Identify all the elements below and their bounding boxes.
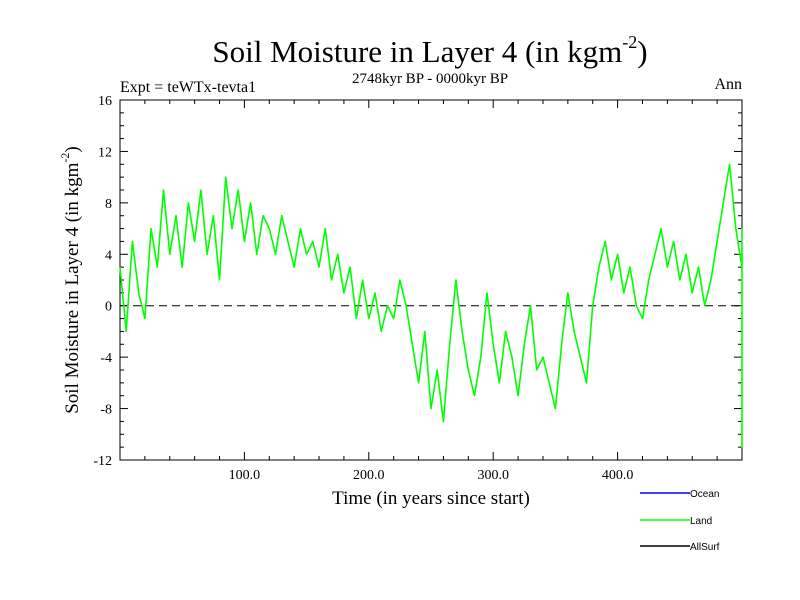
- plot-area: -12 -8 -4 0 4 8 12 16 100.0 200.0 300.0 400.0: [93, 94, 743, 483]
- legend-item-ocean: Ocean: [640, 489, 719, 500]
- x-tick-label: 200.0: [353, 468, 385, 483]
- y-tick-label: -8: [100, 403, 112, 418]
- y-tick-label: 12: [98, 145, 112, 160]
- series-line-land: [119, 163, 743, 448]
- season-label: Ann: [714, 76, 742, 93]
- x-tick-labels: 100.0 200.0 300.0 400.0: [229, 468, 634, 483]
- y-axis-label-superscript: -2: [58, 153, 72, 163]
- x-tick-label: 300.0: [477, 468, 509, 483]
- chart-title-close: ): [637, 34, 647, 69]
- legend-label-land: Land: [690, 516, 712, 527]
- x-tick-label: 100.0: [229, 468, 261, 483]
- chart-title: Soil Moisture in Layer 4 (in kgm-2): [212, 32, 647, 69]
- x-tick-label: 400.0: [602, 468, 634, 483]
- y-tick-label: 0: [105, 300, 112, 315]
- y-tick-label: 16: [98, 94, 112, 109]
- y-tick-label: -12: [93, 454, 112, 469]
- y-axis-label: Soil Moisture in Layer 4 (in kgm-2): [58, 146, 83, 414]
- legend-label-ocean: Ocean: [690, 489, 719, 500]
- legend-item-land: Land: [640, 516, 712, 527]
- y-tick-label: 8: [105, 197, 112, 212]
- y-tick-label: 4: [105, 248, 112, 263]
- y-tick-label: -4: [100, 351, 112, 366]
- chart-title-text: Soil Moisture in Layer 4 (in kgm: [212, 34, 622, 69]
- legend-label-allsurf: AllSurf: [690, 542, 720, 553]
- experiment-label: Expt = teWTx-tevta1: [120, 79, 256, 96]
- y-axis-label-text: Soil Moisture in Layer 4 (in kgm: [62, 162, 83, 413]
- chart-subtitle: 2748kyr BP - 0000kyr BP: [352, 71, 508, 87]
- legend: Ocean Land AllSurf: [640, 489, 720, 553]
- chart-title-superscript: -2: [622, 32, 637, 52]
- y-axis-label-close: ): [62, 146, 83, 152]
- x-axis-label: Time (in years since start): [332, 488, 530, 509]
- legend-item-allsurf: AllSurf: [640, 542, 720, 553]
- y-tick-labels: -12 -8 -4 0 4 8 12 16: [93, 94, 112, 469]
